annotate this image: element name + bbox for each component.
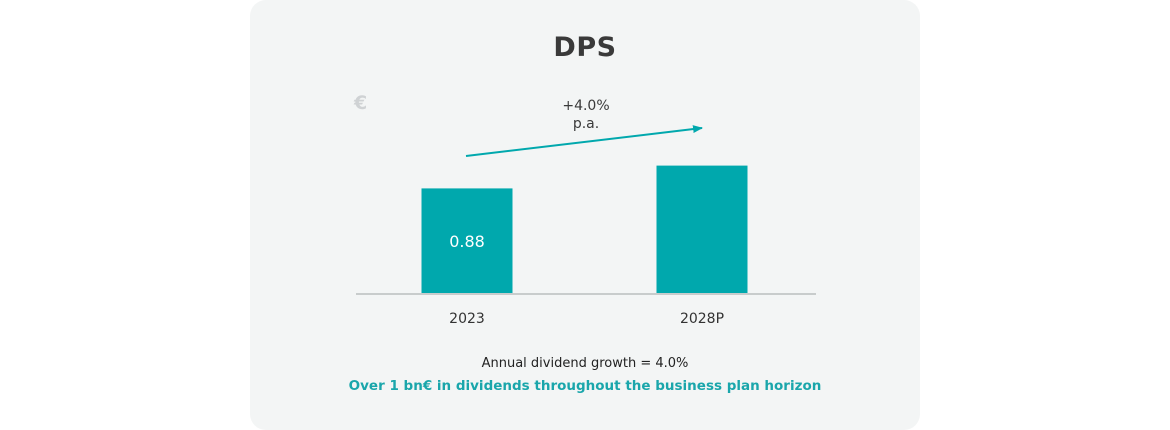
chart-card: DPS € 0.88 2023 2028P +4.0% p.a. Annual di… <box>250 0 920 430</box>
growth-rate-label: +4.0% <box>562 98 610 114</box>
footer-dividends-note: Over 1 bn€ in dividends throughout the b… <box>348 378 822 394</box>
bar-2023 <box>421 188 513 294</box>
growth-period-label: p.a. <box>572 116 600 132</box>
bar-chart: 0.88 2023 2028P <box>356 125 816 327</box>
x-tick-label-2023: 2023 <box>449 311 485 327</box>
x-tick-label-2028p: 2028P <box>680 311 724 327</box>
chart-title: DPS <box>553 32 617 63</box>
data-label-2023: 0.88 <box>449 232 485 251</box>
unit-label: € <box>354 92 368 114</box>
growth-arrow <box>465 125 703 157</box>
bar-2028p <box>656 165 748 294</box>
footer-growth-note: Annual dividend growth = 4.0% <box>481 356 689 371</box>
